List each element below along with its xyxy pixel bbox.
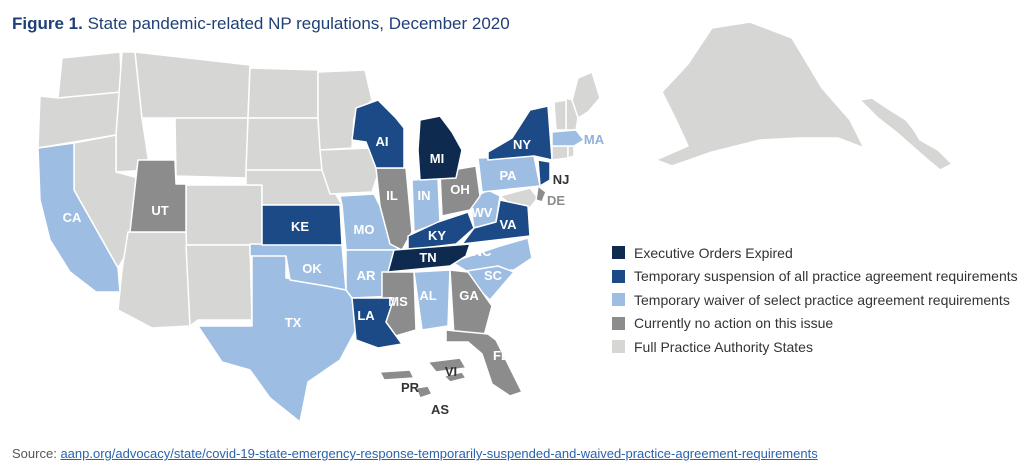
state-ma — [551, 129, 585, 147]
label-al: AL — [419, 288, 436, 303]
figure-title-text: State pandemic-related NP regulations, D… — [87, 14, 510, 33]
legend-label-no-action: Currently no action on this issue — [634, 315, 834, 332]
label-ms: MS — [388, 294, 408, 309]
state-la — [351, 297, 403, 349]
legend-label-suspension: Temporary suspension of all practice agr… — [634, 268, 1018, 285]
label-ar: AR — [357, 268, 376, 283]
label-ca: CA — [63, 210, 82, 225]
map-legend: Executive Orders Expired Temporary suspe… — [612, 241, 1018, 359]
legend-swatch-waiver — [612, 293, 625, 307]
legend-label-expired: Executive Orders Expired — [634, 244, 793, 261]
state-ut — [129, 159, 187, 233]
legend-label-waiver: Temporary waiver of select practice agre… — [634, 291, 1010, 308]
label-as: AS — [431, 402, 449, 417]
legend-item-no-action: Currently no action on this issue — [612, 312, 1018, 336]
label-tn: TN — [419, 250, 436, 265]
label-in: IN — [418, 188, 431, 203]
label-tx: TX — [285, 315, 302, 330]
label-ok: OK — [302, 261, 322, 276]
label-oh: OH — [450, 182, 470, 197]
label-la: LA — [357, 308, 375, 323]
label-pa: PA — [499, 168, 517, 183]
label-ai: AI — [376, 134, 389, 149]
label-ny: NY — [513, 137, 531, 152]
label-mo: MO — [354, 222, 375, 237]
label-il: IL — [386, 188, 398, 203]
state-mi — [417, 115, 463, 181]
state-ny — [487, 105, 553, 161]
label-pr: PR — [401, 380, 420, 395]
label-va: VA — [499, 217, 517, 232]
state-ga — [449, 269, 493, 337]
legend-swatch-no-action — [612, 316, 625, 330]
label-nj: NJ — [553, 172, 570, 187]
label-nc: NC — [473, 244, 492, 259]
state-vt — [553, 99, 567, 131]
figure-label: Figure 1. — [12, 14, 83, 33]
legend-swatch-suspension — [612, 269, 625, 283]
state-wi — [351, 99, 405, 169]
label-ky: KY — [428, 228, 446, 243]
label-mi: MI — [430, 151, 444, 166]
state-nm — [185, 244, 253, 327]
legend-swatch-expired — [612, 246, 625, 260]
source-link[interactable]: aanp.org/advocacy/state/covid-19-state-e… — [60, 446, 818, 461]
label-wv: WV — [472, 205, 493, 220]
territory-pr — [379, 369, 415, 381]
label-ut: UT — [151, 203, 168, 218]
label-ga: GA — [459, 288, 479, 303]
state-de — [535, 185, 547, 203]
legend-item-waiver: Temporary waiver of select practice agre… — [612, 288, 1018, 312]
label-vi: VI — [445, 364, 457, 379]
state-ks — [261, 204, 343, 246]
territory-as — [415, 385, 433, 399]
label-sc: SC — [484, 268, 503, 283]
label-fl: FL — [493, 348, 509, 363]
state-fl — [445, 329, 523, 397]
state-ak — [655, 21, 865, 167]
legend-item-suspension: Temporary suspension of all practice agr… — [612, 265, 1018, 289]
legend-item-full-practice: Full Practice Authority States — [612, 335, 1018, 359]
legend-label-full-practice: Full Practice Authority States — [634, 338, 813, 355]
source-note: Source: aanp.org/advocacy/state/covid-19… — [12, 446, 818, 461]
label-de: DE — [547, 193, 565, 208]
state-nj — [537, 159, 551, 187]
state-ok — [249, 243, 347, 291]
legend-swatch-full-practice — [612, 340, 625, 354]
territory-vi — [427, 357, 467, 373]
state-al — [413, 269, 451, 331]
state-ca — [37, 142, 121, 293]
source-label: Source: — [12, 446, 57, 461]
island-cuba — [443, 371, 467, 383]
figure-title: Figure 1. State pandemic-related NP regu… — [12, 14, 510, 34]
label-ke: KE — [291, 219, 309, 234]
state-tn — [387, 243, 471, 273]
label-ma: MA — [584, 132, 605, 147]
state-hi — [859, 97, 953, 171]
legend-item-expired: Executive Orders Expired — [612, 241, 1018, 265]
